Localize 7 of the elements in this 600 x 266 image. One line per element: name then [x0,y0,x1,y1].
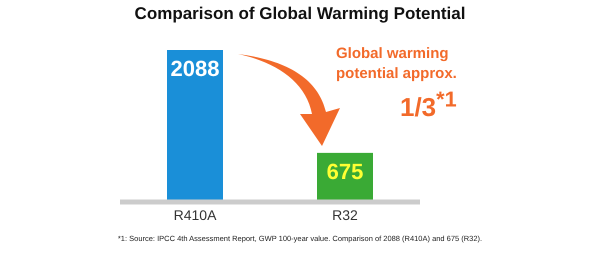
chart-title: Comparison of Global Warming Potential [134,4,466,24]
annotation: 1/3$^{*1}$ [400,86,457,122]
data-label: 675 [326,158,364,184]
x-tick-label: R32 [332,206,358,223]
data-label: 2088 [170,56,220,81]
annotation: Global warming potential approx. [336,45,457,82]
x-tick-label: R410A [174,206,218,223]
